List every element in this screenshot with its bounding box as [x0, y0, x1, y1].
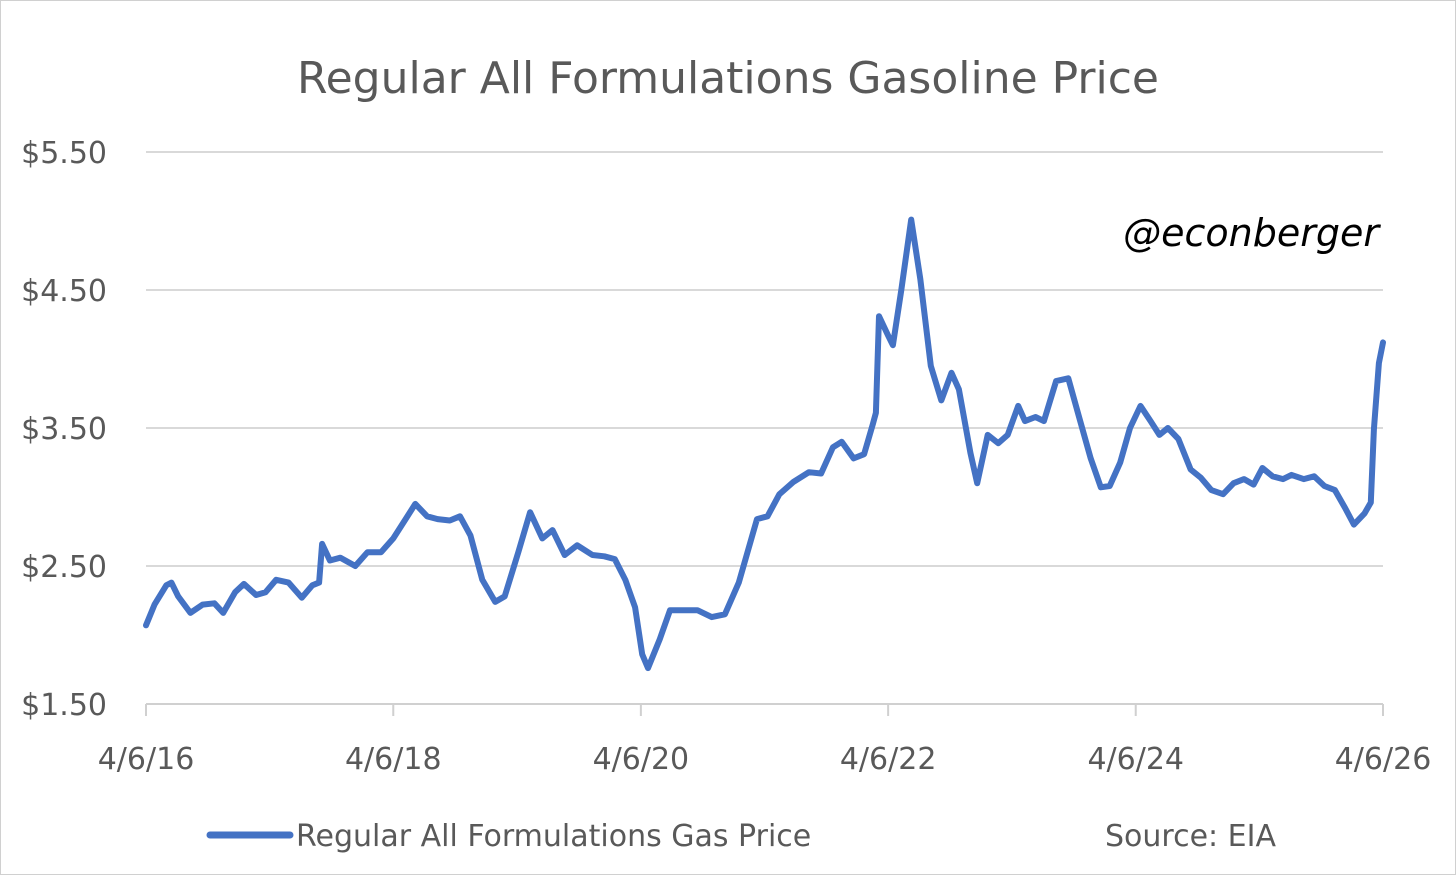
y-tick-label: $5.50	[21, 136, 107, 171]
series-line	[143, 216, 1386, 672]
series-layer	[143, 216, 1386, 672]
x-tick-label: 4/6/18	[345, 742, 442, 777]
gridlines	[146, 151, 1383, 567]
x-tick-label: 4/6/22	[840, 742, 937, 777]
y-tick-label: $2.50	[21, 550, 107, 585]
x-tick-label: 4/6/16	[98, 742, 195, 777]
source-note: Source: EIA	[1105, 819, 1276, 854]
x-tick-label: 4/6/24	[1087, 742, 1184, 777]
watermark-handle: @econberger	[1123, 211, 1381, 255]
legend: Regular All Formulations Gas Price	[206, 819, 811, 854]
y-tick-label: $3.50	[21, 412, 107, 447]
x-tick-label: 4/6/20	[593, 742, 690, 777]
x-axis: 4/6/16 4/6/18 4/6/20 4/6/22 4/6/24 4/6/26	[98, 703, 1432, 777]
x-tick-label: 4/6/26	[1335, 742, 1432, 777]
y-tick-label: $4.50	[21, 274, 107, 309]
chart-title: Regular All Formulations Gasoline Price	[297, 53, 1159, 104]
y-tick-label: $1.50	[21, 688, 107, 723]
y-axis-tick-labels: $1.50 $2.50 $3.50 $4.50 $5.50	[21, 136, 107, 723]
legend-label: Regular All Formulations Gas Price	[296, 819, 811, 854]
